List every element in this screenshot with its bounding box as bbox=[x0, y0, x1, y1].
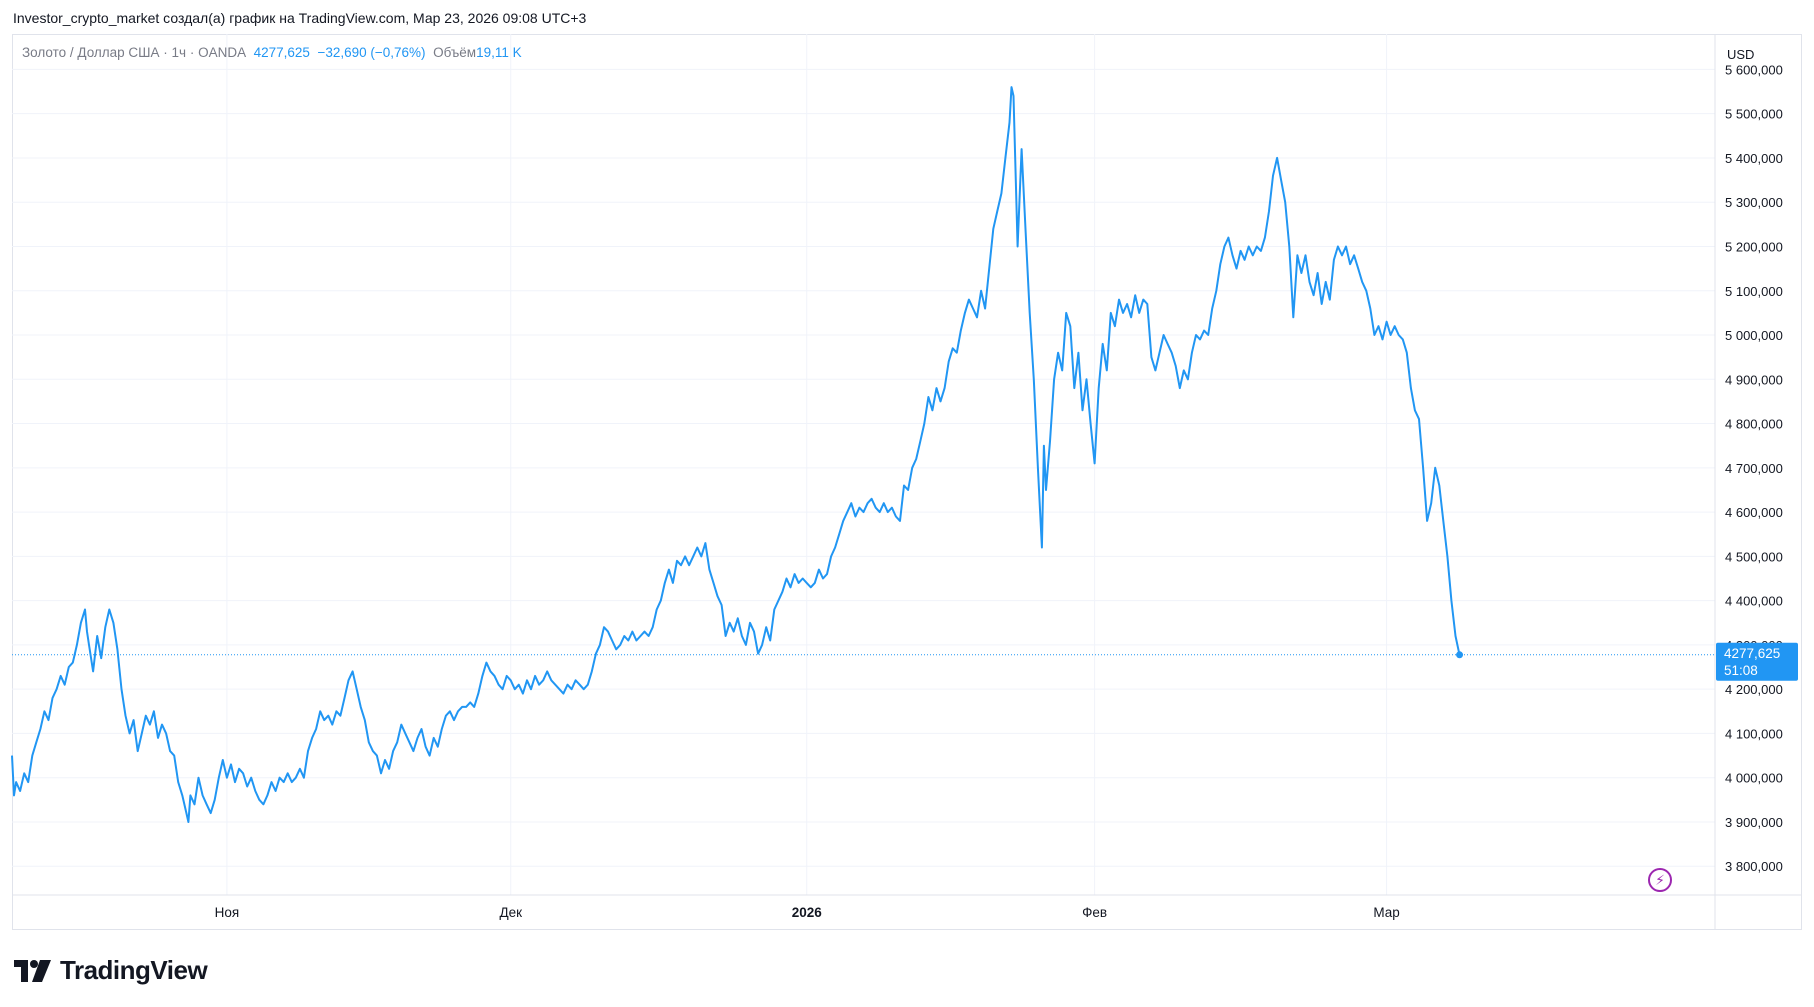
chart-frame bbox=[12, 34, 1802, 930]
price-axis-tick-label: 5 600,000 bbox=[1725, 62, 1783, 77]
price-axis: 3 800,000 3 900,000 4 000,000 4 100,000 4 20… bbox=[1725, 62, 1783, 874]
price-axis-tick-label: 5 300,000 bbox=[1725, 195, 1783, 210]
price-line bbox=[11, 86, 1461, 823]
currency-button[interactable]: USD bbox=[1727, 47, 1755, 62]
price-axis-tick-label: 3 800,000 bbox=[1725, 859, 1783, 874]
last-price-tag-value: 4277,625 bbox=[1724, 646, 1780, 661]
time-axis-tick-label: Фев bbox=[1082, 905, 1107, 920]
price-chart[interactable]: 3 800,000 3 900,000 4 000,000 4 100,000 4 20… bbox=[0, 0, 1814, 940]
time-axis-tick-label: Ноя bbox=[215, 905, 240, 920]
price-axis-tick-label: 4 500,000 bbox=[1725, 549, 1783, 564]
price-axis-tick-label: 5 500,000 bbox=[1725, 107, 1783, 122]
legend-volume-label: Объём bbox=[433, 45, 477, 60]
price-axis-tick-label: 4 400,000 bbox=[1725, 594, 1783, 609]
legend-price: 4277,625 bbox=[253, 45, 310, 60]
time-axis-tick-label: Мар bbox=[1373, 905, 1399, 920]
legend-volume: 19,11 K bbox=[476, 45, 522, 60]
chart-caption: Investor_crypto_market создал(а) график … bbox=[13, 10, 587, 26]
legend-change: −32,690 (−0,76%) bbox=[317, 45, 426, 60]
tradingview-logo-text: TradingView bbox=[60, 955, 208, 985]
time-axis: Ноя Дек 2026 Фев Мар bbox=[215, 905, 1400, 920]
price-axis-tick-label: 4 700,000 bbox=[1725, 461, 1783, 476]
tradingview-logo-icon bbox=[14, 959, 51, 982]
legend-symbol[interactable]: Золото / Доллар США · 1ч · OANDA bbox=[22, 45, 247, 60]
price-axis-tick-label: 4 100,000 bbox=[1725, 726, 1783, 741]
price-axis-tick-label: 5 200,000 bbox=[1725, 239, 1783, 254]
legend: Золото / Доллар США · 1ч · OANDA 4277,62… bbox=[22, 45, 522, 60]
price-axis-tick-label: 5 100,000 bbox=[1725, 284, 1783, 299]
grid-lines bbox=[12, 34, 1715, 895]
time-axis-tick-label: 2026 bbox=[792, 905, 823, 920]
time-axis-tick-label: Дек bbox=[499, 905, 522, 920]
tradingview-logo[interactable]: TradingView bbox=[14, 955, 208, 986]
price-axis-tick-label: 5 400,000 bbox=[1725, 151, 1783, 166]
last-price-dot bbox=[1456, 651, 1464, 659]
price-axis-tick-label: 4 200,000 bbox=[1725, 682, 1783, 697]
price-axis-tick-label: 4 800,000 bbox=[1725, 417, 1783, 432]
price-axis-tick-label: 4 000,000 bbox=[1725, 771, 1783, 786]
lightning-icon[interactable]: ⚡ bbox=[1648, 868, 1672, 892]
price-axis-tick-label: 5 000,000 bbox=[1725, 328, 1783, 343]
price-axis-tick-label: 4 600,000 bbox=[1725, 505, 1783, 520]
last-price-tag: 4277,625 51:08 bbox=[1716, 642, 1798, 681]
price-axis-tick-label: 4 900,000 bbox=[1725, 372, 1783, 387]
price-axis-tick-label: 3 900,000 bbox=[1725, 815, 1783, 830]
last-price-tag-countdown: 51:08 bbox=[1724, 663, 1758, 678]
